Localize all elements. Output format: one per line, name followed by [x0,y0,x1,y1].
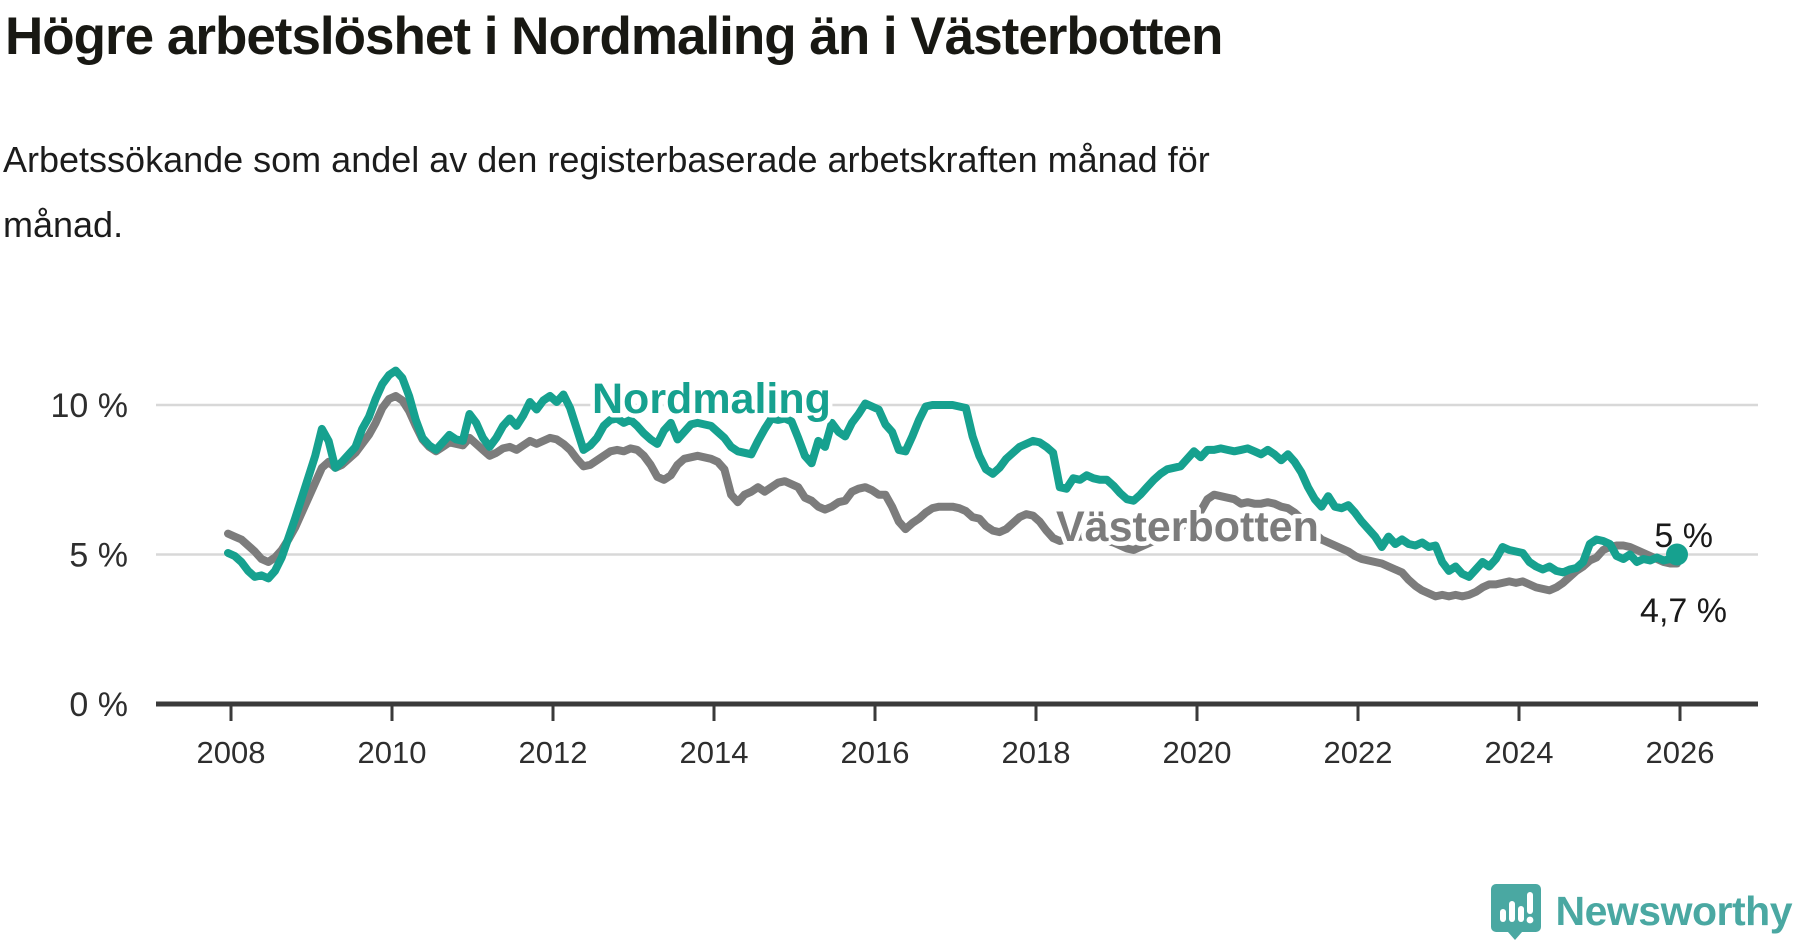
series-end-dot-nordmaling [1666,544,1688,566]
bar-1 [1500,909,1506,922]
newsworthy-wordmark: Newsworthy [1556,888,1793,935]
series-label-nordmaling: Nordmaling [592,375,831,423]
unemployment-line-chart: 0 % 5 % 10 % 2008 2010 2012 2014 2016 2018 2020 20… [0,0,1800,948]
x-axis-tick-label: 2024 [1485,735,1554,770]
speech-bubble-shape [1491,884,1541,940]
x-axis-tick-label: 2018 [1002,735,1071,770]
chart-axes-layer: 0 % 5 % 10 % 2008 2010 2012 2014 2016 2018 2020 20… [51,371,1759,770]
newsworthy-logo: Newsworthy [1490,882,1793,940]
bar-2 [1509,901,1515,922]
series-line-nordmaling [228,371,1677,579]
bar-3 [1518,906,1524,922]
x-axis-tick-label: 2010 [358,735,427,770]
x-axis-tick-label: 2012 [519,735,588,770]
x-axis-tick-label: 2016 [841,735,910,770]
chart-endpoint-layer [1666,544,1688,566]
series-label-vasterbotten: Västerbotten [1056,503,1319,551]
x-axis-tick-label: 2026 [1646,735,1715,770]
x-axis-tick-label: 2022 [1324,735,1393,770]
x-axis-tick-label: 2014 [680,735,749,770]
x-axis-tick-label: 2008 [197,735,266,770]
exclamation-dot [1526,917,1533,924]
y-axis-tick-label: 10 % [51,387,129,425]
y-axis-tick-label: 0 % [69,686,128,724]
newsworthy-bubble-chart-icon [1490,882,1542,940]
chart-labels-layer: Nordmaling Västerbotten 5 % 4,7 % [592,375,1727,630]
chart-card: Högre arbetslöshet i Nordmaling än i Väs… [0,0,1800,948]
end-value-label-vasterbotten: 4,7 % [1640,592,1727,630]
exclamation-bar [1527,892,1533,914]
y-axis-tick-label: 5 % [69,537,128,575]
x-axis-tick-label: 2020 [1163,735,1232,770]
